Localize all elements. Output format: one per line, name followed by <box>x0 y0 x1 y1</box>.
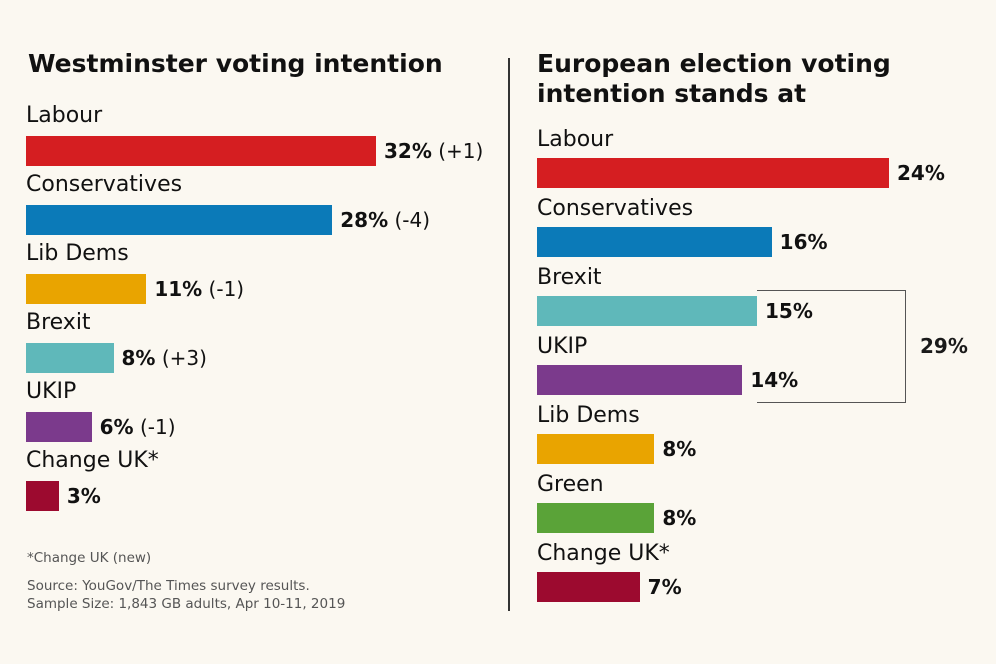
bar-brexit <box>537 296 757 326</box>
value-percent-green: 8% <box>662 506 697 530</box>
value-label-green: 8% <box>662 503 696 533</box>
bar-lib-dems <box>26 274 147 304</box>
value-label-conservatives: 16% <box>780 227 828 257</box>
value-label-conservatives: 28% (-4) <box>340 205 430 235</box>
value-label-lib-dems: 11% (-1) <box>154 274 244 304</box>
bar-labour <box>537 158 889 188</box>
value-label-change-uk: 7% <box>648 572 682 602</box>
value-label-labour: 32% (+1) <box>384 136 483 166</box>
value-label-ukip: 6% (-1) <box>100 412 176 442</box>
value-label-change-uk: 3% <box>67 481 101 511</box>
category-label-change-uk: Change UK* <box>537 541 670 566</box>
value-percent-brexit: 8% <box>121 346 156 370</box>
sample-size-note: Sample Size: 1,843 GB adults, Apr 10-11,… <box>27 596 346 612</box>
value-percent-conservatives: 16% <box>779 230 828 254</box>
bar-ukip <box>537 365 743 395</box>
bar-ukip <box>26 412 92 442</box>
panel-divider <box>508 58 510 611</box>
category-label-labour: Labour <box>537 127 614 152</box>
value-percent-lib-dems: 11% <box>154 277 203 301</box>
brexit-ukip-combined-label: 29% <box>920 333 968 358</box>
value-change-ukip: (-1) <box>139 415 176 439</box>
value-label-lib-dems: 8% <box>662 434 696 464</box>
category-label-conservatives: Conservatives <box>537 196 694 221</box>
category-label-change-uk: Change UK* <box>26 448 159 473</box>
category-label-brexit: Brexit <box>537 265 602 290</box>
value-change-brexit: (+3) <box>161 346 207 370</box>
value-label-labour: 24% <box>897 158 945 188</box>
value-label-brexit: 15% <box>765 296 813 326</box>
value-percent-ukip: 14% <box>750 368 799 392</box>
value-percent-labour: 24% <box>897 161 945 185</box>
bar-brexit <box>26 343 114 373</box>
change-uk-footnote: *Change UK (new) <box>27 550 152 566</box>
bar-green <box>537 503 655 533</box>
bar-lib-dems <box>537 434 655 464</box>
category-label-green: Green <box>537 472 604 497</box>
european-chart-title: European election voting intention stand… <box>537 49 891 108</box>
westminster-chart-title: Westminster voting intention <box>28 49 443 78</box>
bar-change-uk <box>537 572 640 602</box>
value-percent-change-uk: 3% <box>66 484 101 508</box>
value-percent-change-uk: 7% <box>647 575 682 599</box>
value-percent-conservatives: 28% <box>340 208 389 232</box>
value-percent-ukip: 6% <box>99 415 134 439</box>
category-label-lib-dems: Lib Dems <box>26 241 129 266</box>
value-percent-lib-dems: 8% <box>662 437 697 461</box>
westminster-chart-panel: Westminster voting intention Labour 32% (… <box>26 49 483 612</box>
category-label-lib-dems: Lib Dems <box>537 403 640 428</box>
brexit-ukip-bracket <box>757 290 906 403</box>
category-label-conservatives: Conservatives <box>26 172 183 197</box>
value-label-ukip: 14% <box>750 365 798 395</box>
bar-conservatives <box>537 227 772 257</box>
bar-change-uk <box>26 481 59 511</box>
category-label-ukip: UKIP <box>537 334 588 359</box>
value-change-labour: (+1) <box>438 139 484 163</box>
category-label-brexit: Brexit <box>26 310 91 335</box>
value-label-brexit: 8% (+3) <box>122 343 207 373</box>
value-percent-brexit: 15% <box>765 299 813 323</box>
bar-labour <box>26 136 376 166</box>
bar-conservatives <box>26 205 333 235</box>
european-chart-panel: European election voting intention stand… <box>510 0 996 664</box>
category-label-labour: Labour <box>26 103 103 128</box>
source-note: Source: YouGov/The Times survey results. <box>27 578 310 594</box>
value-change-lib-dems: (-1) <box>208 277 245 301</box>
value-change-conservatives: (-4) <box>394 208 431 232</box>
category-label-ukip: UKIP <box>26 379 77 404</box>
value-percent-labour: 32% <box>384 139 432 163</box>
